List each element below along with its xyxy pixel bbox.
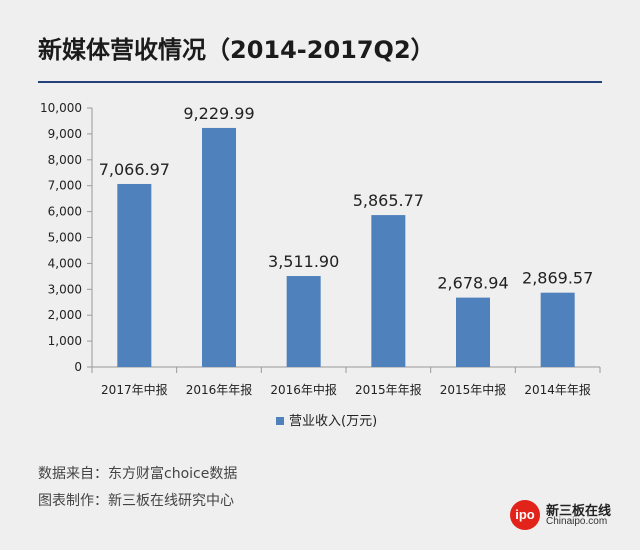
x-category-label: 2015年中报 — [440, 382, 507, 397]
logo-badge-icon: ipo — [510, 500, 540, 530]
y-tick-label: 2,000 — [48, 308, 82, 322]
bar-value-label: 2,678.94 — [437, 274, 508, 293]
logo-name-cn: 新三板在线 — [546, 504, 612, 519]
y-tick-label: 1,000 — [48, 334, 82, 348]
bar — [456, 297, 490, 367]
bar-value-label: 9,229.99 — [183, 104, 254, 123]
bar — [371, 215, 406, 367]
data-source-note: 数据来自：东方财富choice数据 — [38, 466, 238, 482]
chart-title: 新媒体营收情况（2014-2017Q2） — [38, 36, 435, 64]
y-tick-label: 3,000 — [48, 282, 82, 296]
y-tick-label: 7,000 — [48, 179, 82, 193]
title-divider — [38, 81, 602, 83]
y-tick-label: 9,000 — [48, 127, 82, 141]
y-tick-label: 6,000 — [48, 205, 82, 219]
bar — [286, 276, 321, 367]
x-category-label: 2016年中报 — [270, 382, 337, 397]
legend-label: 营业收入(万元) — [289, 414, 377, 429]
bar-value-label: 7,066.97 — [99, 160, 170, 179]
y-tick-label: 5,000 — [48, 231, 82, 245]
x-category-label: 2017年中报 — [101, 382, 168, 397]
bar-chart: 0 1,000 2,000 3,000 4,000 5,000 6,000 7,000 8,00… — [40, 101, 601, 429]
legend-swatch — [276, 417, 284, 425]
x-category-label: 2015年年报 — [355, 382, 422, 397]
bar — [540, 292, 575, 367]
bar-value-label: 2,869.57 — [522, 269, 593, 288]
y-tick-label: 4,000 — [48, 256, 82, 270]
bar-value-label: 3,511.90 — [268, 252, 339, 271]
x-category-label: 2016年年报 — [186, 382, 253, 397]
logo-name-en: Chinaipo.com — [546, 516, 608, 527]
y-tick-label: 10,000 — [40, 101, 82, 115]
y-tick-label: 0 — [74, 360, 82, 374]
bar — [117, 183, 152, 367]
y-tick-label: 8,000 — [48, 153, 82, 167]
x-category-label: 2014年年报 — [524, 382, 591, 397]
logo-mark: ipo — [515, 507, 535, 522]
bar-value-label: 5,865.77 — [353, 191, 424, 210]
bar — [202, 127, 236, 367]
chart-maker-note: 图表制作：新三板在线研究中心 — [38, 493, 234, 509]
